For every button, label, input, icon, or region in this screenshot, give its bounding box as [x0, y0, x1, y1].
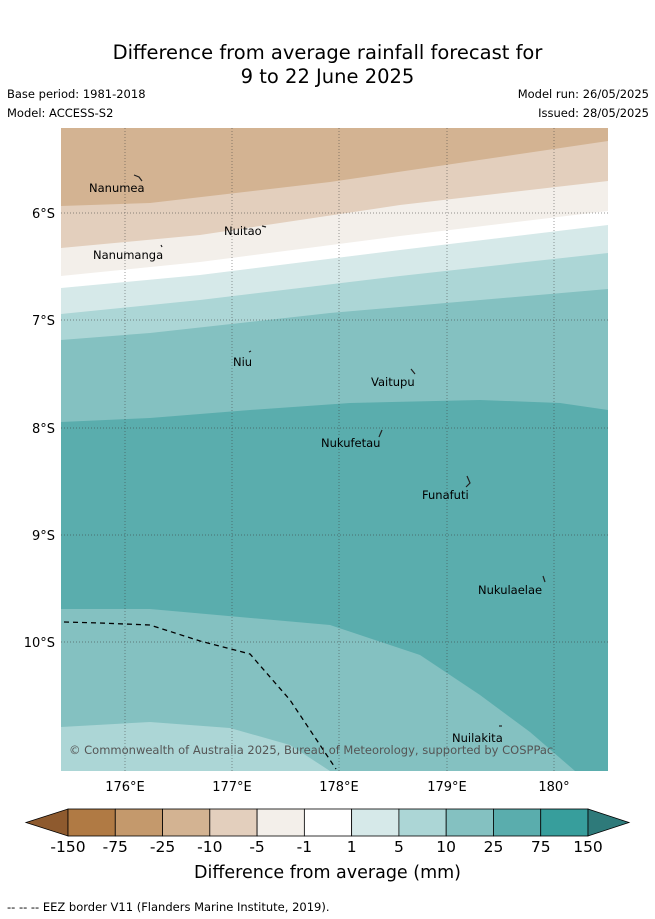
eez-border-line — [63, 621, 337, 770]
island-labels: Nanumea Nuitao Nanumanga Niu Vaitupu Nuk… — [89, 181, 542, 745]
title-line-2: 9 to 22 June 2025 — [240, 65, 415, 88]
colorbar-tick-label: -1 — [296, 838, 313, 856]
colorbar-swatch — [303, 808, 353, 837]
colorbar-swatch — [398, 808, 447, 837]
rainfall-contours — [61, 128, 608, 771]
lat-label-8s: 8°S — [32, 422, 55, 437]
lat-label-7s: 7°S — [32, 314, 55, 329]
lat-label-9s: 9°S — [32, 529, 55, 544]
colorbar-swatch — [351, 808, 400, 837]
island-label-nuitao: Nuitao — [224, 224, 262, 238]
colorbar-swatch — [162, 808, 211, 837]
colorbar-tick-label: -10 — [197, 838, 223, 856]
island-label-nukufetau: Nukufetau — [321, 436, 380, 450]
band-5-to-10-south — [61, 722, 330, 771]
island-label-funafuti: Funafuti — [422, 488, 469, 502]
island-shape-nanumea — [133, 174, 143, 182]
colorbar-tick-label: 10 — [436, 838, 457, 856]
island-label-nanumanga: Nanumanga — [93, 248, 163, 262]
copyright-notice: © Commonwealth of Australia 2025, Bureau… — [69, 743, 553, 757]
island-shape-nuitao — [261, 225, 267, 228]
model-run: Model run: 26/05/2025 — [517, 87, 649, 101]
colorbar-tick-label: -150 — [50, 838, 86, 856]
lat-label-6s: 6°S — [32, 207, 55, 222]
colorbar-swatch — [493, 808, 542, 837]
island-label-nuilakita: Nuilakita — [452, 731, 503, 745]
model-name: Model: ACCESS-S2 — [7, 106, 114, 120]
lat-label-10s: 10°S — [24, 636, 55, 651]
island-shape-nukulaelae — [542, 575, 546, 583]
colorbar-tick-label: 25 — [483, 838, 504, 856]
island-shape-vaitupu — [410, 368, 416, 375]
colorbar — [24, 808, 631, 837]
island-label-nukulaelae: Nukulaelae — [478, 583, 542, 597]
colorbar-tick-label: 5 — [393, 838, 404, 856]
lon-label-177e: 177°E — [212, 780, 252, 795]
gridlines — [61, 128, 608, 771]
latitude-labels: 6°S 7°S 8°S 9°S 10°S — [24, 207, 55, 651]
issued-date: Issued: 28/05/2025 — [538, 106, 649, 120]
island-shape-nanumanga — [160, 244, 163, 248]
title-line-1: Difference from average rainfall forecas… — [112, 41, 543, 64]
island-shape-funafuti — [465, 475, 471, 488]
colorbar-tick-label: 75 — [530, 838, 551, 856]
lon-label-179e: 179°E — [427, 780, 467, 795]
island-shape-niu — [248, 350, 252, 353]
colorbar-tick-label: -25 — [149, 838, 176, 856]
eez-legend-text: -- -- -- EEZ border V11 (Flanders Marine… — [7, 900, 330, 914]
colorbar-swatch — [67, 808, 116, 837]
lon-label-176e: 176°E — [105, 780, 145, 795]
island-label-niu: Niu — [233, 355, 252, 369]
island-label-nanumea: Nanumea — [89, 181, 145, 195]
colorbar-tick-label: -5 — [249, 838, 265, 856]
base-period: Base period: 1981-2018 — [7, 87, 146, 101]
colorbar-tick-label: 1 — [346, 838, 357, 856]
lon-label-178e: 178°E — [319, 780, 359, 795]
colorbar-extend-low — [24, 808, 69, 837]
lon-label-180: 180° — [538, 780, 569, 795]
island-shape-nukufetau — [378, 429, 383, 438]
colorbar-swatch — [445, 808, 494, 837]
island-label-vaitupu: Vaitupu — [371, 375, 415, 389]
colorbar-title: Difference from average (mm) — [193, 863, 462, 883]
colorbar-tick-label: 150 — [573, 838, 603, 856]
colorbar-swatch — [256, 808, 305, 837]
colorbar-swatch — [209, 808, 258, 837]
colorbar-tick-label: -75 — [102, 838, 128, 856]
colorbar-swatch — [114, 808, 163, 837]
colorbar-swatch — [540, 808, 589, 837]
island-shapes — [133, 174, 546, 727]
colorbar-extend-high — [587, 808, 631, 837]
longitude-labels: 176°E 177°E 178°E 179°E 180° — [105, 780, 569, 795]
